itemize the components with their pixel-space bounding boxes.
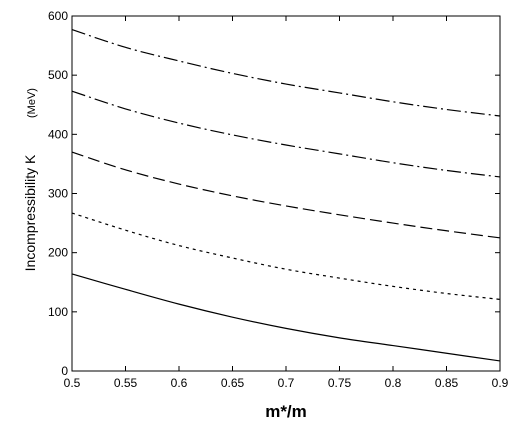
x-axis-title: m*/m <box>265 402 307 421</box>
x-tick-label: 0.8 <box>385 376 402 390</box>
y-tick-label: 400 <box>48 127 68 141</box>
series-line-4 <box>71 90 501 178</box>
y-tick-label: 600 <box>48 9 68 23</box>
ticks-layer: 0.5 0.55 0.6 0.65 0.7 0.75 0.8 0.85 0.9 0 100 200 30… <box>48 9 509 390</box>
x-tick-label: 0.85 <box>435 376 459 390</box>
series-line-5 <box>71 29 501 117</box>
y-tick-label: 100 <box>48 305 68 319</box>
y-tick-label: 200 <box>48 246 68 260</box>
series-line-1 <box>71 273 501 362</box>
series-line-3 <box>71 151 501 239</box>
y-axis-title: Incompressibility K <box>22 154 38 271</box>
x-tick-label: 0.6 <box>171 376 188 390</box>
x-tick-label: 0.55 <box>114 376 138 390</box>
x-tick-label: 0.75 <box>328 376 352 390</box>
y-tick-label: 300 <box>48 187 68 201</box>
x-tick-label: 0.9 <box>492 376 509 390</box>
y-tick-label: 0 <box>61 364 68 378</box>
x-tick-label: 0.5 <box>64 376 81 390</box>
x-tick-label: 0.7 <box>278 376 295 390</box>
lines-layer <box>71 29 501 362</box>
y-axis-unit: (MeV) <box>26 88 38 118</box>
series-line-2 <box>71 212 501 301</box>
y-tick-label: 500 <box>48 68 68 82</box>
plot-frame <box>71 15 501 372</box>
x-tick-label: 0.65 <box>221 376 245 390</box>
